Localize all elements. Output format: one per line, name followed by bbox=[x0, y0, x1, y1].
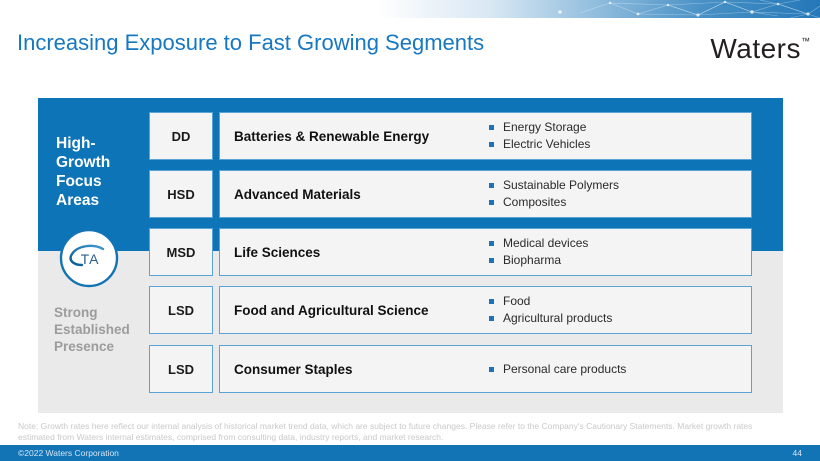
bullet-item: Food bbox=[489, 293, 612, 310]
segment-row: Life Sciences Medical devices Biopharma bbox=[219, 228, 752, 276]
segment-code: HSD bbox=[149, 170, 213, 218]
segment-row: Batteries & Renewable Energy Energy Stor… bbox=[219, 112, 752, 160]
bullet-item: Composites bbox=[489, 194, 619, 211]
high-growth-label: High- Growth Focus Areas bbox=[56, 135, 111, 209]
segment-name: Life Sciences bbox=[234, 244, 321, 260]
waters-logo-text: Waters bbox=[710, 33, 801, 64]
segment-bullets: Personal care products bbox=[489, 361, 626, 378]
top-strip bbox=[0, 0, 820, 18]
segment-name: Batteries & Renewable Energy bbox=[234, 128, 430, 144]
segment-bullets: Food Agricultural products bbox=[489, 293, 612, 327]
network-decoration-icon bbox=[558, 0, 820, 18]
segment-bullets: Medical devices Biopharma bbox=[489, 235, 588, 269]
segment-name: Advanced Materials bbox=[234, 186, 361, 202]
ta-instruments-logo-icon: TA bbox=[59, 228, 119, 288]
established-presence-label: Strong Established Presence bbox=[54, 305, 130, 354]
footnote-text: Note: Growth rates here reflect our inte… bbox=[18, 421, 753, 442]
segment-code: LSD bbox=[149, 286, 213, 334]
bullet-item: Electric Vehicles bbox=[489, 136, 590, 153]
segment-bullets: Sustainable Polymers Composites bbox=[489, 177, 619, 211]
bullet-item: Sustainable Polymers bbox=[489, 177, 619, 194]
bullet-item: Biopharma bbox=[489, 252, 588, 269]
bullet-item: Personal care products bbox=[489, 361, 626, 378]
segment-row: Consumer Staples Personal care products bbox=[219, 345, 752, 393]
bullet-item: Agricultural products bbox=[489, 310, 612, 327]
trademark-symbol: ™ bbox=[801, 36, 810, 46]
segment-row: Food and Agricultural Science Food Agric… bbox=[219, 286, 752, 334]
segment-matrix: High- Growth Focus Areas TA Strong Estab… bbox=[38, 98, 783, 413]
bullet-item: Medical devices bbox=[489, 235, 588, 252]
page-title: Increasing Exposure to Fast Growing Segm… bbox=[17, 30, 485, 55]
bullet-item: Energy Storage bbox=[489, 119, 590, 136]
waters-logo: Waters™ bbox=[710, 33, 810, 65]
page-number: 44 bbox=[792, 448, 802, 458]
ta-logo-text: TA bbox=[81, 251, 100, 267]
segment-code: LSD bbox=[149, 345, 213, 393]
segment-code: DD bbox=[149, 112, 213, 160]
footer-bar: ©2022 Waters Corporation 44 bbox=[0, 445, 820, 461]
segment-name: Food and Agricultural Science bbox=[234, 302, 429, 318]
copyright-text: ©2022 Waters Corporation bbox=[18, 448, 119, 458]
segment-code: MSD bbox=[149, 228, 213, 276]
segment-name: Consumer Staples bbox=[234, 361, 353, 377]
segment-row: Advanced Materials Sustainable Polymers … bbox=[219, 170, 752, 218]
segment-bullets: Energy Storage Electric Vehicles bbox=[489, 119, 590, 153]
